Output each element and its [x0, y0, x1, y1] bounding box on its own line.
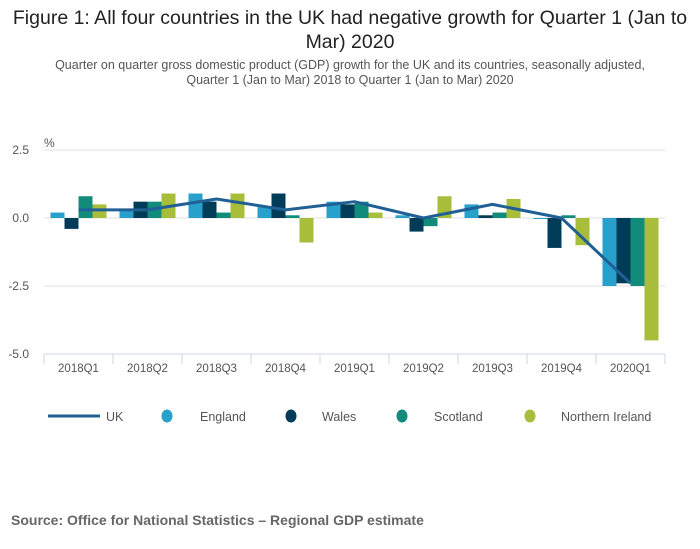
bar-wales — [340, 204, 355, 218]
subtitle-line-2: Quarter 1 (Jan to Mar) 2018 to Quarter 1… — [186, 73, 514, 87]
legend-marker-england[interactable] — [161, 409, 173, 423]
bar-wales — [547, 218, 562, 248]
x-tick-label: 2019Q2 — [403, 363, 444, 375]
bar-scotland — [630, 218, 645, 286]
bars — [50, 193, 659, 341]
bar-england — [602, 218, 617, 286]
bar-northern-ireland — [230, 193, 245, 218]
x-tick-label: 2018Q2 — [127, 363, 168, 375]
x-tick-label: 2019Q1 — [334, 363, 375, 375]
legend-label-uk[interactable]: UK — [106, 410, 124, 424]
source-note: Source: Office for National Statistics –… — [11, 512, 424, 528]
bar-wales — [616, 218, 631, 284]
chart-subtitle: Quarter on quarter gross domestic produc… — [0, 58, 700, 88]
bar-scotland — [423, 218, 438, 227]
bar-northern-ireland — [644, 218, 659, 341]
x-tick-label: 2019Q4 — [541, 363, 583, 375]
x-tick-label: 2020Q1 — [610, 363, 651, 375]
chart-title: Figure 1: All four countries in the UK h… — [12, 7, 688, 53]
legend-marker-northern-ireland[interactable] — [524, 409, 536, 423]
legend-label-northern-ireland[interactable]: Northern Ireland — [561, 410, 651, 424]
bar-england — [395, 215, 410, 218]
uk-line — [78, 197, 632, 285]
line-uk — [78, 197, 632, 285]
bar-scotland — [354, 201, 369, 218]
y-axis-ticks: 2.5 0.0 -2.5 -5.0 — [8, 143, 29, 361]
legend-marker-wales[interactable] — [285, 409, 297, 423]
bar-northern-ireland — [575, 218, 590, 246]
bar-england — [257, 207, 272, 218]
bar-england — [188, 193, 203, 218]
legend-marker-scotland[interactable] — [396, 409, 408, 423]
y-tick-label: -2.5 — [8, 279, 29, 293]
y-tick-label: 0.0 — [12, 211, 29, 225]
bar-wales — [478, 215, 493, 218]
bar-wales — [64, 218, 79, 229]
bar-wales — [271, 193, 286, 218]
bar-scotland — [216, 212, 231, 218]
bar-scotland — [78, 196, 93, 218]
bar-scotland — [561, 215, 576, 218]
bar-wales — [202, 201, 217, 218]
x-tick-label: 2018Q4 — [265, 363, 307, 375]
y-axis-label: % — [44, 136, 55, 150]
x-axis: 2018Q1 2018Q2 2018Q3 2018Q4 2019Q1 2019Q2 2019… — [43, 353, 666, 375]
bar-england — [119, 209, 134, 218]
bar-scotland — [285, 215, 300, 218]
x-tick-label: 2019Q3 — [472, 363, 513, 375]
subtitle-line-1: Quarter on quarter gross domestic produc… — [55, 58, 645, 72]
bar-england — [533, 218, 548, 219]
bar-northern-ireland — [299, 218, 314, 243]
legend-label-scotland[interactable]: Scotland — [434, 410, 483, 424]
y-tick-label: -5.0 — [8, 347, 29, 361]
legend-label-england[interactable]: England — [200, 410, 246, 424]
legend-label-wales[interactable]: Wales — [322, 410, 356, 424]
bar-england — [50, 212, 65, 218]
bar-scotland — [492, 212, 507, 218]
bar-wales — [409, 218, 424, 232]
x-tick-label: 2018Q1 — [58, 363, 99, 375]
bar-northern-ireland — [368, 212, 383, 218]
legend: UK England Wales Scotland Northern Ireland — [48, 409, 651, 424]
y-tick-label: 2.5 — [12, 143, 29, 157]
x-tick-label: 2018Q3 — [196, 363, 237, 375]
